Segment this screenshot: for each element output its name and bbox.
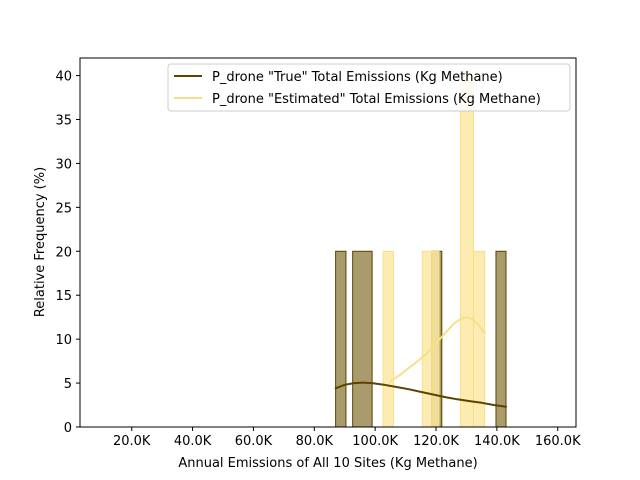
x-tick-label-3: 80.0K: [296, 434, 334, 449]
true-histogram-bar-3: [495, 250, 507, 428]
estimated-histogram-bar-3: [459, 75, 474, 428]
estimated-histogram-bar-4: [472, 250, 486, 428]
x-tick-label-2: 60.0K: [235, 434, 273, 449]
x-tick-label-7: 160.0K: [535, 434, 581, 449]
estimated-histogram-bar-1: [421, 250, 434, 428]
true-histogram-bar-0: [335, 250, 347, 428]
y-tick-label-5: 25: [55, 201, 72, 216]
x-axis-label: Annual Emissions of All 10 Sites (Kg Met…: [178, 456, 477, 471]
y-tick-label-1: 5: [64, 377, 72, 392]
legend-frame: [167, 63, 571, 112]
x-tick-label-6: 140.0K: [474, 434, 520, 449]
y-tick-label-0: 0: [64, 421, 72, 436]
legend-label-true: P_drone "True" Total Emissions (Kg Metha…: [212, 70, 503, 85]
estimated-histogram-bar-0: [382, 250, 394, 428]
y-tick-label-8: 40: [55, 70, 72, 85]
kde-layer: [334, 316, 507, 408]
y-tick-label-4: 20: [55, 245, 72, 260]
x-axis-ticks: 20.0K 40.0K 60.0K 80.0K 100.0K 120.0K 140.0K 16…: [113, 427, 581, 449]
y-tick-label-6: 30: [55, 157, 72, 172]
legend-label-estimated: P_drone "Estimated" Total Emissions (Kg …: [212, 92, 541, 107]
true-histogram-bar-1: [352, 250, 373, 428]
y-tick-label-3: 15: [55, 289, 72, 304]
legend: P_drone "True" Total Emissions (Kg Metha…: [167, 63, 571, 112]
x-tick-label-0: 20.0K: [113, 434, 151, 449]
estimated-kde-curve: [389, 316, 486, 383]
x-tick-label-4: 100.0K: [352, 434, 398, 449]
y-axis-label: Relative Frequency (%): [33, 167, 48, 317]
x-tick-label-5: 120.0K: [413, 434, 459, 449]
y-tick-label-2: 10: [55, 333, 72, 348]
y-tick-label-7: 35: [55, 114, 72, 129]
estimated-histogram-bar-2: [432, 250, 440, 428]
true-kde-curve: [334, 381, 507, 408]
y-axis-ticks: 0 5 10 15 20 25 30 35 40: [55, 70, 80, 436]
plot-frame: [79, 57, 577, 428]
x-tick-label-1: 40.0K: [174, 434, 212, 449]
